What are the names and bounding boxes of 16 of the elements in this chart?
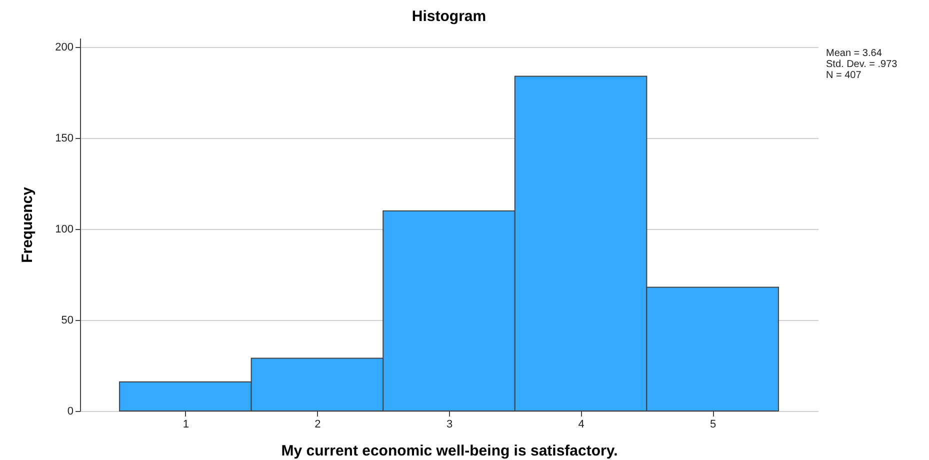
x-tick-label: 5 — [710, 418, 716, 430]
text: Std. Dev. = .973 — [826, 59, 898, 70]
text: Mean = 3.64 — [826, 48, 882, 59]
x-tick-label: 3 — [446, 418, 453, 430]
y-tick-label: 100 — [55, 224, 74, 236]
y-axis-title: Frequency — [19, 186, 36, 263]
x-axis-title: My current economic well-being is satisfactory. — [281, 442, 618, 460]
y-tick-label: 200 — [55, 42, 74, 54]
y-tick-label: 150 — [55, 132, 74, 145]
x-tick-label: 2 — [314, 418, 321, 430]
chart-title: Histogram — [412, 8, 486, 25]
x-tick-label: 1 — [182, 418, 189, 430]
y-tick-label: 0 — [67, 406, 74, 418]
y-tick-label: 50 — [61, 314, 74, 327]
x-tick-label: 4 — [578, 418, 584, 430]
text: N = 407 — [826, 70, 862, 81]
